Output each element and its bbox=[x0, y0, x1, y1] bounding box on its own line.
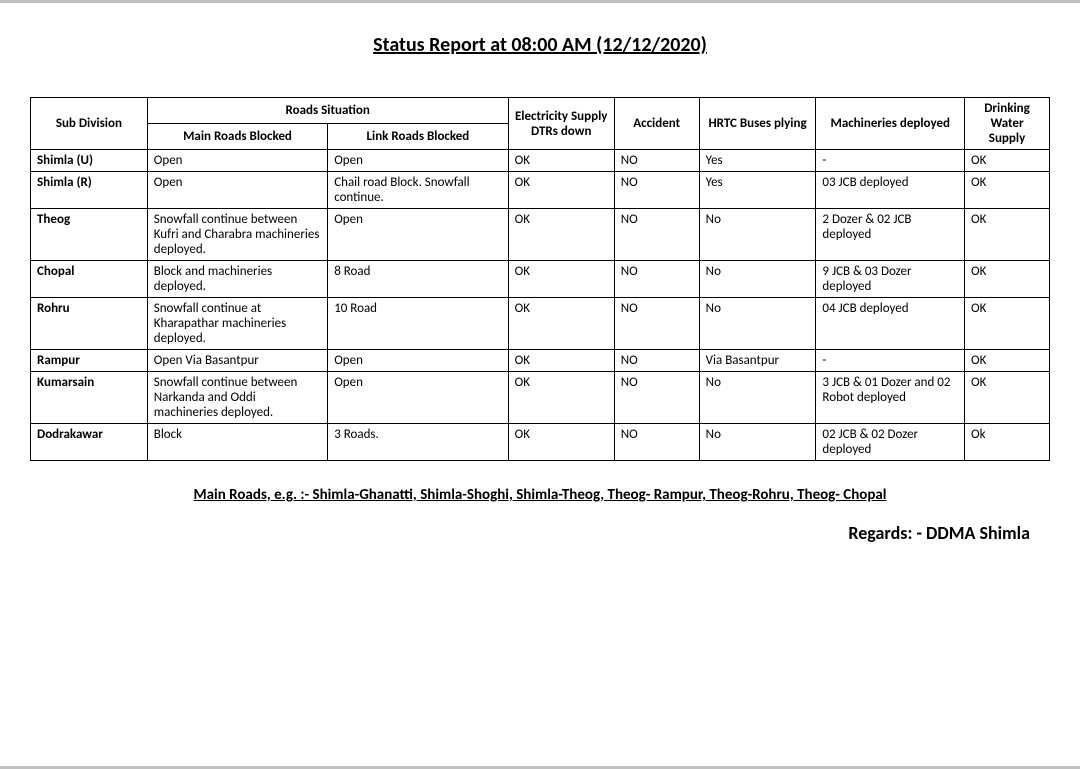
table-body: Shimla (U)OpenOpenOKNOYes-OKShimla (R)Op… bbox=[31, 150, 1050, 461]
cell-machineries: - bbox=[816, 150, 965, 172]
cell-link-roads: Chail road Block. Snowfall continue. bbox=[328, 172, 508, 209]
cell-machineries: 02 JCB & 02 Dozer deployed bbox=[816, 424, 965, 461]
table-row: RampurOpen Via BasantpurOpenOKNOVia Basa… bbox=[31, 350, 1050, 372]
cell-machineries: - bbox=[816, 350, 965, 372]
report-title: Status Report at 08:00 AM (12/12/2020) bbox=[30, 33, 1050, 57]
cell-water: OK bbox=[965, 172, 1050, 209]
table-row: KumarsainSnowfall continue between Narka… bbox=[31, 372, 1050, 424]
cell-electricity: OK bbox=[508, 209, 614, 261]
cell-main-roads: Block and machineries deployed. bbox=[147, 261, 327, 298]
col-water: Drinking Water Supply bbox=[965, 98, 1050, 150]
cell-hrtc: No bbox=[699, 424, 816, 461]
regards-line: Regards: - DDMA Shimla bbox=[30, 522, 1050, 544]
cell-electricity: OK bbox=[508, 150, 614, 172]
cell-water: OK bbox=[965, 298, 1050, 350]
report-page: Status Report at 08:00 AM (12/12/2020) S… bbox=[0, 0, 1080, 769]
col-roads-situation: Roads Situation bbox=[147, 98, 508, 124]
cell-accident: NO bbox=[614, 298, 699, 350]
cell-link-roads: 3 Roads. bbox=[328, 424, 508, 461]
cell-sub-division: Kumarsain bbox=[31, 372, 148, 424]
col-hrtc: HRTC Buses plying bbox=[699, 98, 816, 150]
cell-sub-division: Rampur bbox=[31, 350, 148, 372]
cell-electricity: OK bbox=[508, 298, 614, 350]
footnote-text: Shimla-Ghanatti, Shimla-Shoghi, Shimla-T… bbox=[312, 486, 886, 504]
cell-link-roads: Open bbox=[328, 350, 508, 372]
col-electricity: Electricity Supply DTRs down bbox=[508, 98, 614, 150]
cell-sub-division: Dodrakawar bbox=[31, 424, 148, 461]
col-sub-division: Sub Division bbox=[31, 98, 148, 150]
cell-machineries: 3 JCB & 01 Dozer and 02 Robot deployed bbox=[816, 372, 965, 424]
cell-main-roads: Open bbox=[147, 172, 327, 209]
cell-link-roads: Open bbox=[328, 372, 508, 424]
cell-link-roads: 8 Road bbox=[328, 261, 508, 298]
cell-link-roads: Open bbox=[328, 209, 508, 261]
table-row: RohruSnowfall continue at Kharapathar ma… bbox=[31, 298, 1050, 350]
cell-accident: NO bbox=[614, 209, 699, 261]
cell-sub-division: Rohru bbox=[31, 298, 148, 350]
cell-sub-division: Shimla (R) bbox=[31, 172, 148, 209]
cell-hrtc: Yes bbox=[699, 172, 816, 209]
cell-main-roads: Block bbox=[147, 424, 327, 461]
cell-main-roads: Open Via Basantpur bbox=[147, 350, 327, 372]
cell-water: OK bbox=[965, 372, 1050, 424]
cell-main-roads: Snowfall continue between Narkanda and O… bbox=[147, 372, 327, 424]
cell-accident: NO bbox=[614, 172, 699, 209]
cell-machineries: 9 JCB & 03 Dozer deployed bbox=[816, 261, 965, 298]
cell-hrtc: No bbox=[699, 298, 816, 350]
cell-water: OK bbox=[965, 261, 1050, 298]
status-table: Sub Division Roads Situation Electricity… bbox=[30, 97, 1050, 461]
cell-machineries: 03 JCB deployed bbox=[816, 172, 965, 209]
cell-hrtc: No bbox=[699, 209, 816, 261]
header-row-1: Sub Division Roads Situation Electricity… bbox=[31, 98, 1050, 124]
cell-link-roads: Open bbox=[328, 150, 508, 172]
col-accident: Accident bbox=[614, 98, 699, 150]
cell-electricity: OK bbox=[508, 350, 614, 372]
col-link-roads: Link Roads Blocked bbox=[328, 124, 508, 150]
cell-electricity: OK bbox=[508, 172, 614, 209]
table-row: ChopalBlock and machineries deployed.8 R… bbox=[31, 261, 1050, 298]
table-row: Shimla (R)OpenChail road Block. Snowfall… bbox=[31, 172, 1050, 209]
cell-main-roads: Snowfall continue at Kharapathar machine… bbox=[147, 298, 327, 350]
footnote-label: Main Roads, e.g. :- bbox=[194, 486, 313, 504]
cell-sub-division: Shimla (U) bbox=[31, 150, 148, 172]
col-main-roads: Main Roads Blocked bbox=[147, 124, 327, 150]
cell-hrtc: Via Basantpur bbox=[699, 350, 816, 372]
table-row: TheogSnowfall continue between Kufri and… bbox=[31, 209, 1050, 261]
cell-water: OK bbox=[965, 209, 1050, 261]
cell-accident: NO bbox=[614, 261, 699, 298]
cell-electricity: OK bbox=[508, 424, 614, 461]
cell-hrtc: Yes bbox=[699, 150, 816, 172]
col-machineries: Machineries deployed bbox=[816, 98, 965, 150]
cell-machineries: 2 Dozer & 02 JCB deployed bbox=[816, 209, 965, 261]
table-row: DodrakawarBlock3 Roads.OKNONo02 JCB & 02… bbox=[31, 424, 1050, 461]
cell-hrtc: No bbox=[699, 372, 816, 424]
cell-hrtc: No bbox=[699, 261, 816, 298]
cell-machineries: 04 JCB deployed bbox=[816, 298, 965, 350]
cell-electricity: OK bbox=[508, 261, 614, 298]
cell-main-roads: Snowfall continue between Kufri and Char… bbox=[147, 209, 327, 261]
cell-sub-division: Chopal bbox=[31, 261, 148, 298]
cell-electricity: OK bbox=[508, 372, 614, 424]
table-row: Shimla (U)OpenOpenOKNOYes-OK bbox=[31, 150, 1050, 172]
cell-accident: NO bbox=[614, 424, 699, 461]
cell-accident: NO bbox=[614, 350, 699, 372]
cell-water: Ok bbox=[965, 424, 1050, 461]
cell-link-roads: 10 Road bbox=[328, 298, 508, 350]
cell-accident: NO bbox=[614, 372, 699, 424]
cell-sub-division: Theog bbox=[31, 209, 148, 261]
cell-water: OK bbox=[965, 150, 1050, 172]
cell-accident: NO bbox=[614, 150, 699, 172]
cell-main-roads: Open bbox=[147, 150, 327, 172]
footnote: Main Roads, e.g. :- Shimla-Ghanatti, Shi… bbox=[30, 486, 1050, 504]
cell-water: OK bbox=[965, 350, 1050, 372]
